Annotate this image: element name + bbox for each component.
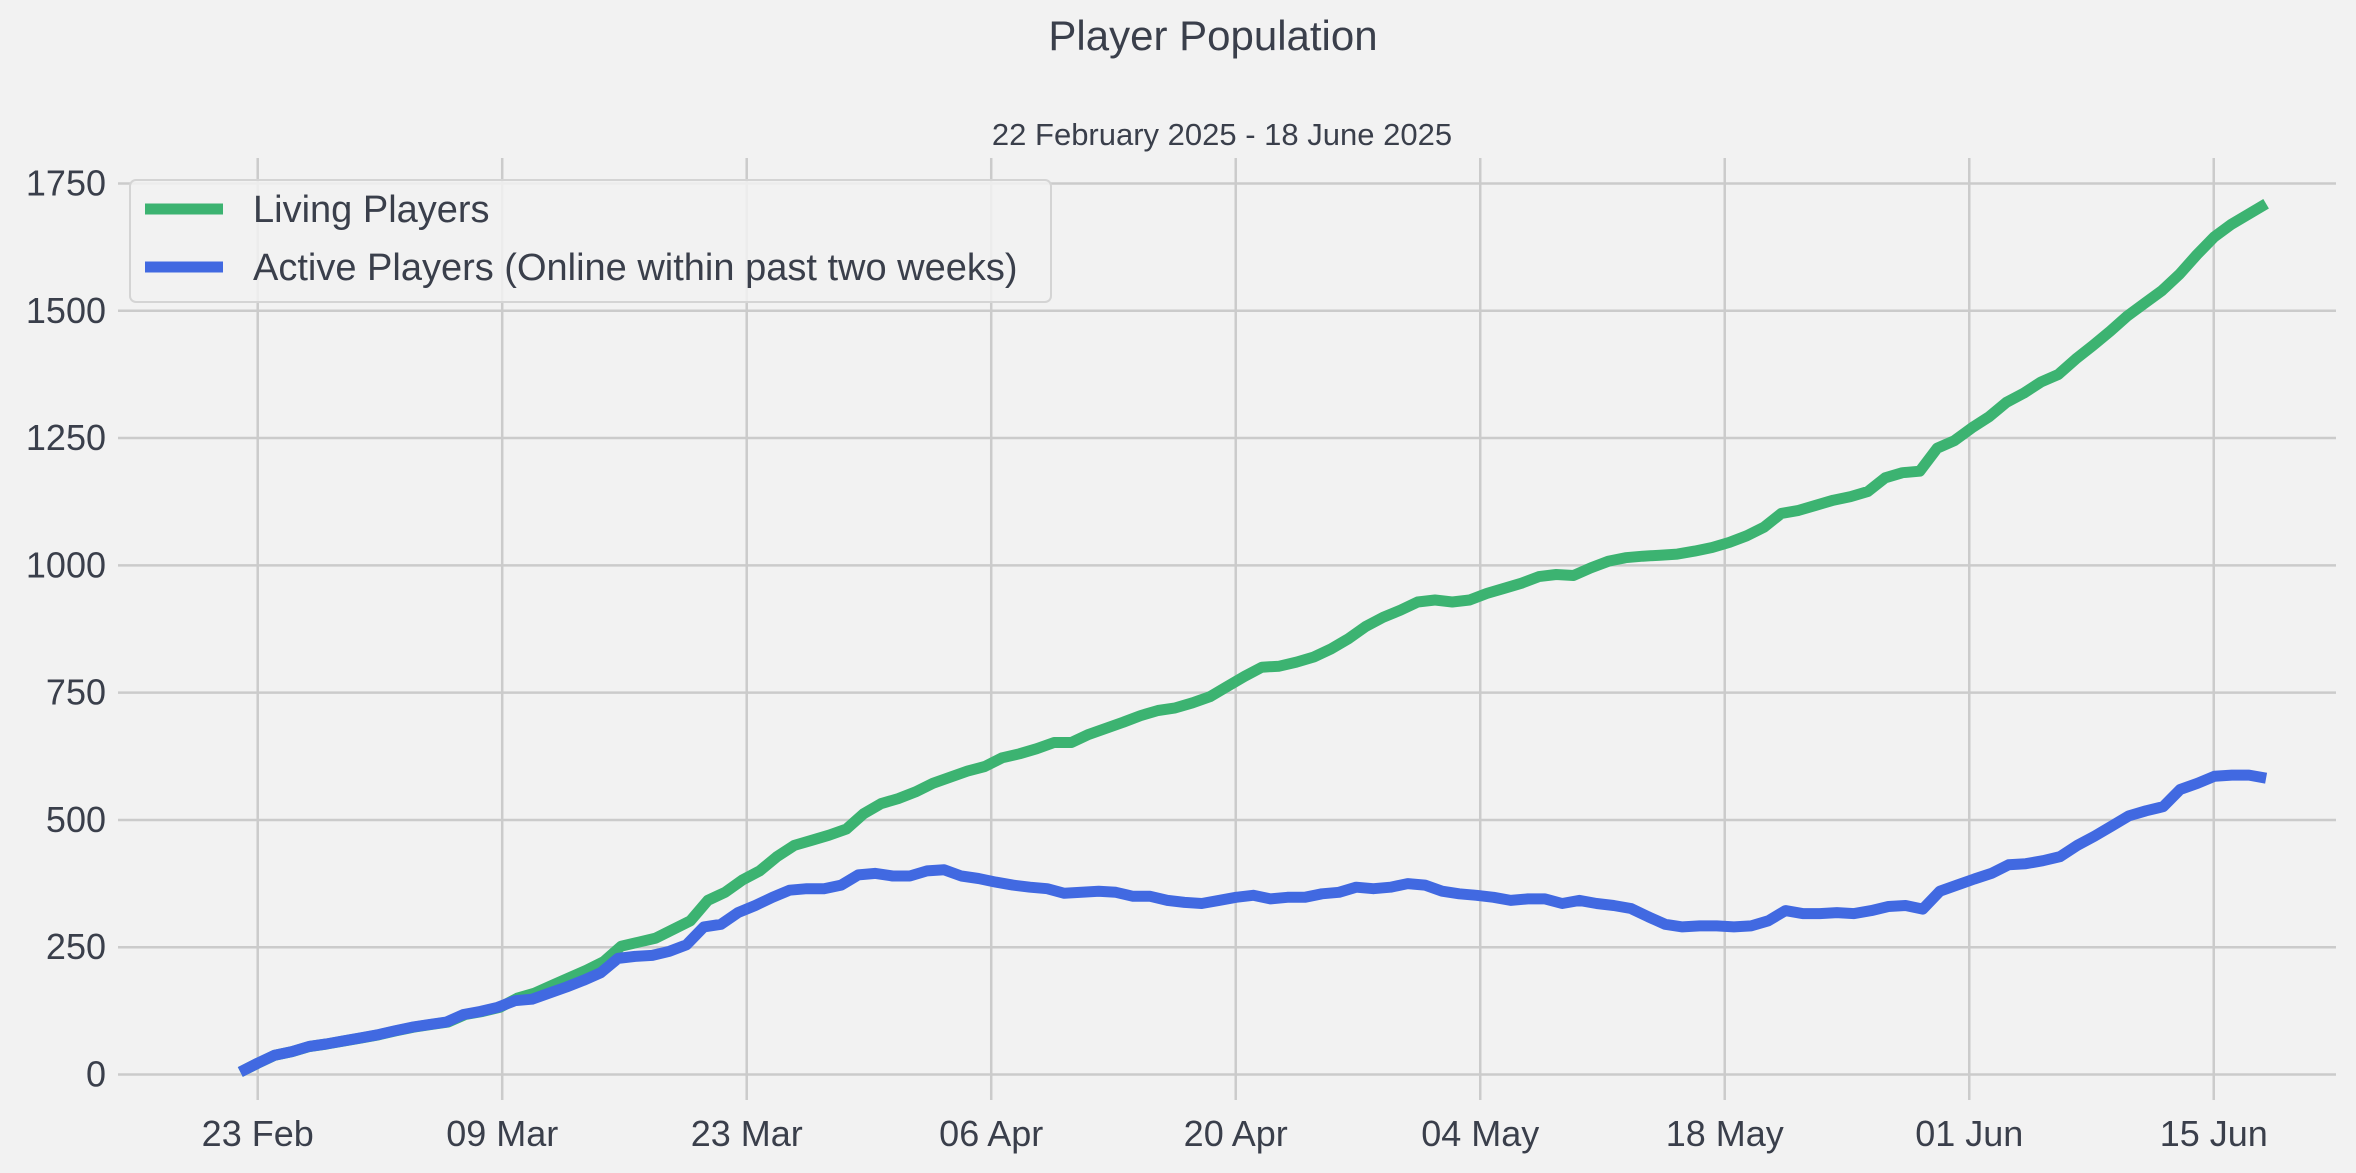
- axis-ticks: 0 250 500 750 1000 1250 1500 1750 23 Feb 09 Mar 23…: [26, 162, 2268, 1154]
- x-tick-label: 20 Apr: [1184, 1113, 1288, 1154]
- x-tick-label: 04 May: [1421, 1113, 1539, 1154]
- x-tick-label: 09 Mar: [446, 1113, 558, 1154]
- y-tick-label: 1750: [26, 162, 106, 203]
- x-tick-label: 23 Mar: [691, 1113, 803, 1154]
- legend-label-living-players: Living Players: [253, 189, 490, 231]
- x-tick-label: 23 Feb: [202, 1113, 314, 1154]
- series-lines: [237, 199, 2269, 1077]
- legend-label-active-players: Active Players (Online within past two w…: [253, 247, 1018, 289]
- y-tick-label: 0: [86, 1054, 106, 1095]
- x-tick-label: 01 Jun: [1915, 1113, 2023, 1154]
- x-tick-label: 18 May: [1666, 1113, 1784, 1154]
- y-tick-label: 1250: [26, 417, 106, 458]
- chart-subtitle: 22 February 2025 - 18 June 2025: [992, 117, 1452, 152]
- x-tick-label: 15 Jun: [2160, 1113, 2268, 1154]
- chart-title: Player Population: [1048, 12, 1377, 59]
- series-line-active-players: [237, 769, 2268, 1077]
- legend: Living Players Active Players (Online wi…: [129, 179, 1052, 303]
- legend-box: [129, 179, 1052, 303]
- y-tick-label: 250: [46, 926, 106, 967]
- grid: [118, 158, 2336, 1100]
- series-line-living-players: [237, 199, 2269, 1077]
- x-tick-label: 06 Apr: [939, 1113, 1043, 1154]
- y-tick-label: 500: [46, 799, 106, 840]
- y-tick-label: 1000: [26, 544, 106, 585]
- y-tick-label: 750: [46, 672, 106, 713]
- y-tick-label: 1500: [26, 290, 106, 331]
